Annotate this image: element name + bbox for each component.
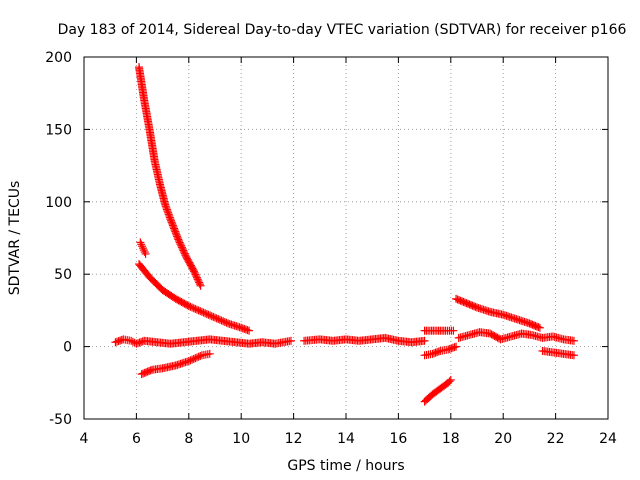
series-arc-17-19-low xyxy=(420,342,461,360)
data-point xyxy=(569,336,578,345)
data-point xyxy=(161,200,174,222)
data-point xyxy=(205,349,214,358)
series-arc-late-negative xyxy=(538,346,578,360)
grid-lines xyxy=(84,57,608,419)
x-tick-label: 10 xyxy=(232,431,250,447)
y-tick-label: -50 xyxy=(49,412,72,428)
data-point xyxy=(197,307,218,321)
data-point xyxy=(535,323,544,332)
data-point xyxy=(486,307,506,319)
data-point xyxy=(138,244,149,256)
data-point xyxy=(158,286,179,302)
y-tick-label: 0 xyxy=(63,340,72,356)
data-point xyxy=(381,333,401,345)
x-tick-label: 8 xyxy=(184,431,193,447)
data-point xyxy=(135,260,153,280)
data-point xyxy=(286,336,295,345)
x-tick-label: 6 xyxy=(132,431,141,447)
x-tick-label: 18 xyxy=(442,431,460,447)
series-near-zero-mid xyxy=(300,333,429,347)
data-point xyxy=(446,375,455,384)
data-point xyxy=(465,328,482,340)
series-arc-short-high xyxy=(136,238,150,258)
x-tick-label: 4 xyxy=(80,431,89,447)
data-point xyxy=(184,352,205,366)
x-axis-label: GPS time / hours xyxy=(287,458,404,474)
y-tick-label: 100 xyxy=(45,195,72,211)
data-point xyxy=(196,281,205,290)
data-point xyxy=(145,273,166,293)
y-tick-label: 200 xyxy=(45,50,72,66)
series-cluster-late xyxy=(454,328,578,345)
data-point xyxy=(538,332,556,342)
data-point xyxy=(420,336,429,345)
x-tick-label: 24 xyxy=(599,431,617,447)
x-tick-label: 16 xyxy=(389,431,407,447)
data-point xyxy=(145,125,159,164)
data-point xyxy=(135,63,149,103)
y-tick-label: 150 xyxy=(45,122,72,138)
series-arc-slow-decay xyxy=(135,260,254,335)
data-point xyxy=(245,326,254,335)
series-arc-negative-late xyxy=(420,375,455,406)
chart-title: Day 183 of 2014, Sidereal Day-to-day VTE… xyxy=(58,22,627,38)
data-point xyxy=(420,391,436,406)
data-point xyxy=(155,180,169,208)
data-point xyxy=(150,157,164,187)
data-point xyxy=(569,351,578,360)
x-tick-label: 20 xyxy=(494,431,512,447)
axes: 4 6 8 10 12 14 16 18 20 22 24 -50 0 50 100 150 200 xyxy=(45,50,617,447)
data-point xyxy=(271,337,294,348)
x-tick-label: 22 xyxy=(547,431,565,447)
data-point xyxy=(473,303,493,316)
data-point xyxy=(174,235,190,260)
data-point xyxy=(158,361,179,373)
data-point xyxy=(184,302,205,316)
y-axis-label: SDTVAR / TECUs xyxy=(7,181,23,296)
data-point xyxy=(166,215,182,242)
data-point xyxy=(136,238,147,251)
data-point xyxy=(452,342,461,351)
series-arc-negative-rise xyxy=(137,349,214,379)
data-point xyxy=(132,337,147,348)
data-point xyxy=(141,249,150,258)
data-point xyxy=(190,267,204,289)
data-point xyxy=(559,335,577,345)
plot-frame xyxy=(83,56,609,420)
data-point xyxy=(300,335,323,345)
data-point xyxy=(499,310,519,323)
x-tick-label: 12 xyxy=(285,431,303,447)
data-point xyxy=(182,252,198,274)
series-arc-late-decay xyxy=(452,294,544,332)
series-arc-17-19-high xyxy=(420,326,458,335)
data-point xyxy=(211,313,231,327)
data-point xyxy=(171,294,192,310)
series-arc-steep-decay xyxy=(135,63,205,290)
data-point xyxy=(140,96,154,132)
y-tick-label: 50 xyxy=(54,267,72,283)
data-point xyxy=(179,336,200,347)
data-point xyxy=(449,326,458,335)
data-series xyxy=(111,63,578,406)
data-point xyxy=(462,299,480,311)
x-tick-label: 14 xyxy=(337,431,355,447)
series-near-zero-early xyxy=(111,335,295,348)
data-point xyxy=(496,332,514,344)
data-point xyxy=(368,334,388,344)
